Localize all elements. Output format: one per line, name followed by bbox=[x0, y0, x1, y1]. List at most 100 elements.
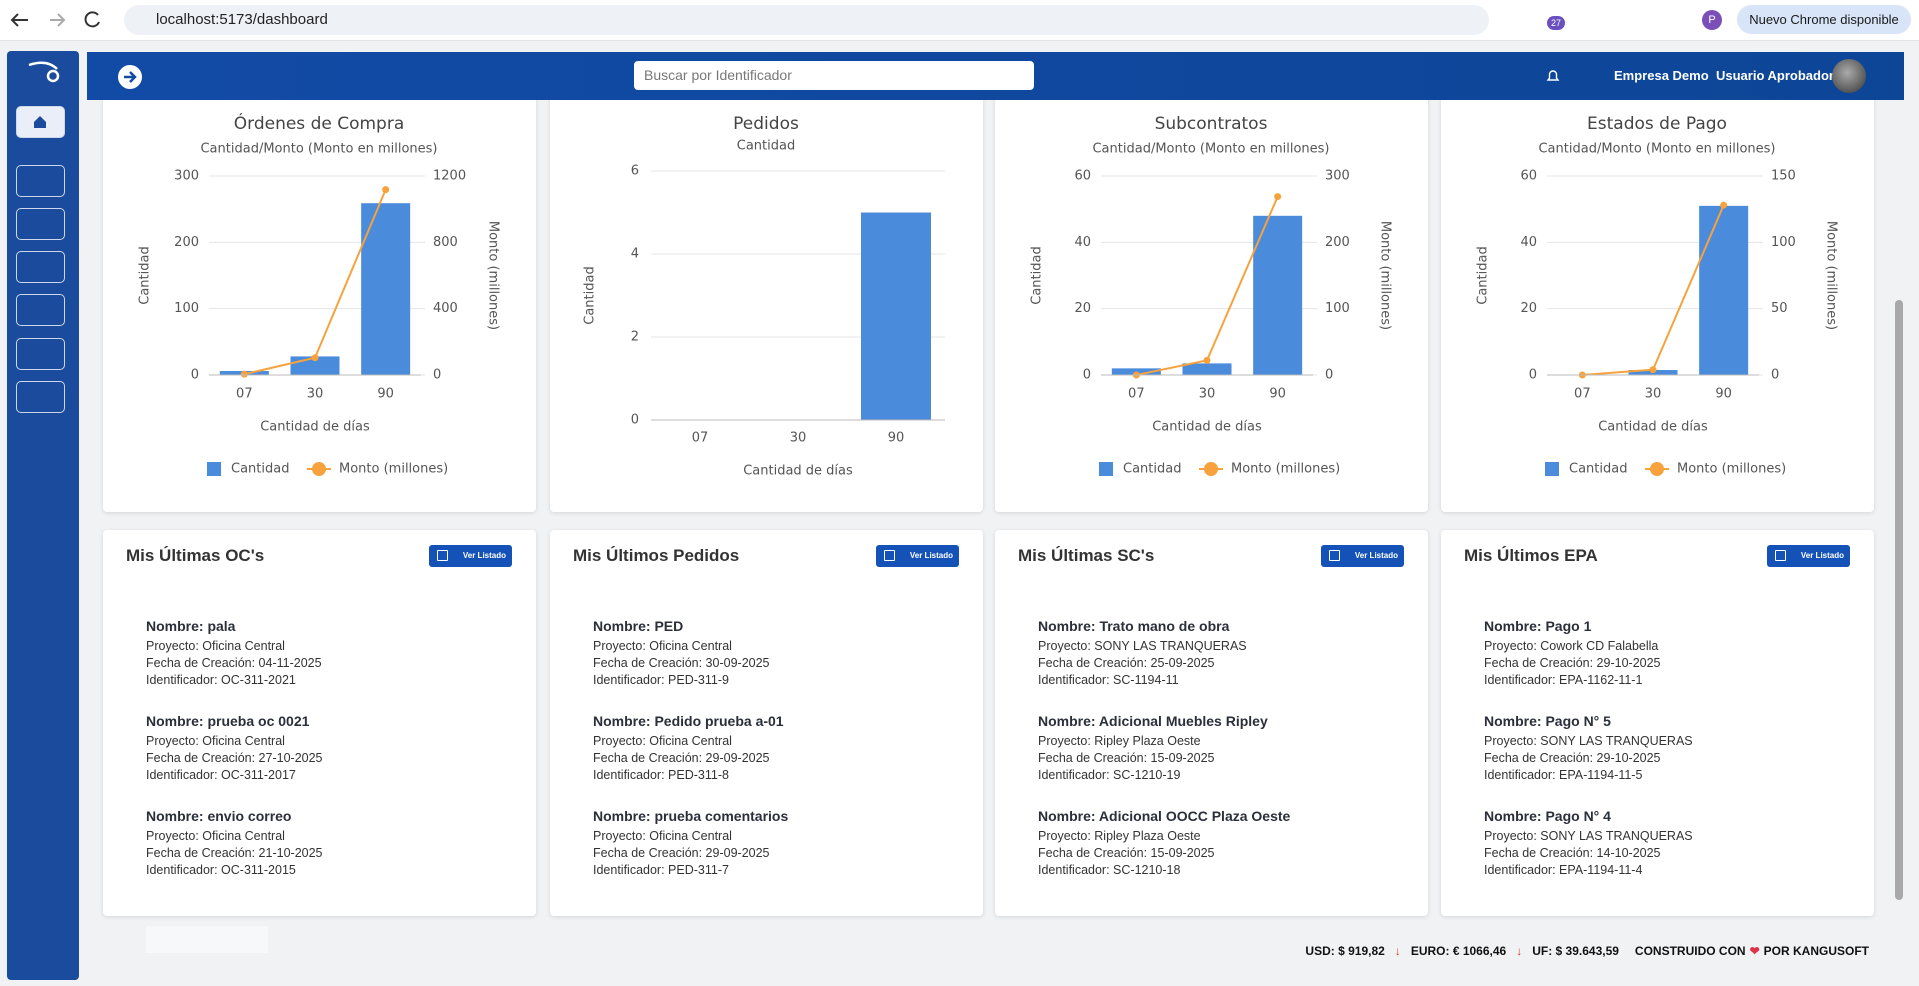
item-name: Nombre: PED bbox=[593, 618, 684, 634]
legend-item: Cantidad bbox=[207, 462, 289, 477]
y2-axis-title: Monto (millones) bbox=[1378, 221, 1393, 330]
list-item: Nombre: prueba oc 0021 Proyecto: Oficina … bbox=[146, 713, 323, 784]
x-tick-label: 30 bbox=[1645, 387, 1662, 402]
legend-label: Cantidad bbox=[1123, 462, 1181, 477]
extension-badge[interactable]: 27 bbox=[1547, 16, 1565, 30]
item-date: Fecha de Creación: 29-10-2025 bbox=[1484, 656, 1661, 670]
y2-tick-label: 0 bbox=[1325, 368, 1333, 383]
item-name: Nombre: envio correo bbox=[146, 808, 292, 824]
line-marker bbox=[1649, 366, 1657, 374]
y-tick-label: 0 bbox=[631, 413, 639, 428]
x-tick-label: 07 bbox=[692, 431, 709, 446]
back-button[interactable] bbox=[10, 13, 28, 27]
item-name: Nombre: prueba oc 0021 bbox=[146, 713, 310, 729]
item-project: Proyecto: Oficina Central bbox=[146, 829, 285, 843]
menu-button[interactable] bbox=[16, 381, 65, 413]
y-axis-title: Cantidad bbox=[583, 266, 598, 324]
y-axis-title: Cantidad bbox=[1476, 246, 1491, 304]
chart-card: Estados de Pago 0 20 40 60 0 50 100 150 07 30 90 Can… bbox=[1441, 96, 1874, 512]
item-name: Nombre: Pedido prueba a-01 bbox=[593, 713, 784, 729]
y-tick-label: 60 bbox=[1074, 169, 1091, 184]
external-icon bbox=[1775, 550, 1786, 561]
down-arrow: ↓ bbox=[1394, 944, 1401, 958]
list-item: Nombre: Pago 1 Proyecto: Cowork CD Falabe… bbox=[1484, 618, 1661, 689]
menu-button[interactable] bbox=[16, 338, 65, 370]
legend-swatch bbox=[207, 462, 221, 476]
company-name[interactable]: Empresa Demo bbox=[1614, 68, 1709, 83]
list-card: Mis Últimas OC's Ver Listado Nombre: pala P… bbox=[103, 530, 536, 916]
menu-button[interactable] bbox=[16, 208, 65, 240]
chart-card: Pedidos 0 2 4 6 07 30 90 Cantidad de días Cantida… bbox=[550, 96, 983, 512]
item-name: Nombre: Adicional Muebles Ripley bbox=[1038, 713, 1268, 729]
list-item: Nombre: Pago N° 5 Proyecto: SONY LAS TRAN… bbox=[1484, 713, 1693, 784]
x-tick-label: 90 bbox=[377, 387, 394, 402]
view-list-button[interactable]: Ver Listado bbox=[1767, 545, 1850, 567]
chart: Estados de Pago 0 20 40 60 0 50 100 150 07 30 90 Can… bbox=[1476, 114, 1839, 477]
external-icon bbox=[884, 550, 895, 561]
legend-item: Monto (millones) bbox=[1199, 462, 1340, 477]
user-name[interactable]: Usuario Aprobador bbox=[1716, 68, 1834, 83]
update-button[interactable]: Nuevo Chrome disponible bbox=[1737, 5, 1911, 34]
notifications[interactable] bbox=[1545, 68, 1561, 84]
view-list-button[interactable]: Ver Listado bbox=[1321, 545, 1404, 567]
view-list-button[interactable]: Ver Listado bbox=[429, 545, 512, 567]
chart-body: Órdenes de Compra 0 100 200 300 0 400 800 1200 07… bbox=[138, 112, 501, 477]
item-project: Proyecto: SONY LAS TRANQUERAS bbox=[1484, 829, 1693, 843]
list-card: Mis Últimas SC's Ver Listado Nombre: Trato… bbox=[995, 530, 1428, 916]
profile-button[interactable]: P bbox=[1702, 10, 1722, 30]
legend-marker bbox=[312, 462, 326, 476]
down-arrow: ↓ bbox=[1516, 944, 1523, 958]
line-marker bbox=[1203, 356, 1211, 364]
menu-button[interactable] bbox=[16, 165, 65, 197]
y2-tick-label: 200 bbox=[1325, 235, 1350, 250]
item-date: Fecha de Creación: 14-10-2025 bbox=[1484, 846, 1661, 860]
euro-rate: EURO: € 1066,46 bbox=[1410, 944, 1507, 958]
search-placeholder: Buscar por Identificador bbox=[644, 67, 792, 83]
line-marker bbox=[1274, 193, 1282, 201]
y-tick-label: 40 bbox=[1074, 235, 1091, 250]
chart-card: Órdenes de Compra 0 100 200 300 0 400 800 1200 07… bbox=[103, 96, 536, 512]
list-item: Nombre: Trato mano de obra Proyecto: SONY… bbox=[1038, 618, 1247, 689]
y-tick-label: 0 bbox=[1083, 368, 1091, 383]
x-axis-title: Cantidad de días bbox=[1152, 420, 1262, 435]
list-item: Nombre: pala Proyecto: Oficina Central Fec… bbox=[146, 618, 322, 689]
menu-button[interactable] bbox=[16, 294, 65, 326]
item-date: Fecha de Creación: 29-09-2025 bbox=[593, 751, 770, 765]
y-tick-label: 100 bbox=[174, 301, 199, 316]
toggle-button[interactable] bbox=[117, 64, 143, 90]
legend-item: Monto (millones) bbox=[307, 462, 448, 477]
forward-button[interactable] bbox=[50, 13, 66, 27]
chart-card: Subcontratos 0 20 40 60 0 100 200 300 07 30 90 Canti… bbox=[995, 96, 1428, 512]
y2-tick-label: 0 bbox=[433, 368, 441, 383]
y-tick-label: 200 bbox=[174, 235, 199, 250]
menu-button[interactable] bbox=[16, 251, 65, 283]
scrollbar[interactable] bbox=[1893, 100, 1905, 930]
y2-tick-label: 100 bbox=[1325, 301, 1350, 316]
avatar[interactable] bbox=[1832, 59, 1866, 93]
reload-button[interactable] bbox=[84, 11, 100, 28]
chart-subtitle: Cantidad bbox=[737, 139, 795, 154]
item-name: Nombre: prueba comentarios bbox=[593, 808, 789, 824]
chart-subtitle: Cantidad/Monto (Monto en millones) bbox=[200, 142, 437, 157]
item-date: Fecha de Creación: 15-09-2025 bbox=[1038, 751, 1215, 765]
home-button[interactable] bbox=[16, 106, 65, 138]
item-project: Proyecto: Oficina Central bbox=[593, 829, 732, 843]
view-list-button[interactable]: Ver Listado bbox=[876, 545, 959, 567]
bar bbox=[1182, 363, 1232, 375]
item-project: Proyecto: Oficina Central bbox=[593, 639, 732, 653]
line-marker bbox=[240, 370, 248, 378]
chart-body: Estados de Pago 0 20 40 60 0 50 100 150 07 30 90 Can… bbox=[1476, 114, 1839, 477]
browser-toolbar: localhost:5173/dashboard 27 P Nuevo Chro… bbox=[0, 0, 1919, 41]
legend-swatch bbox=[1099, 462, 1113, 476]
built-by: POR KANGUSOFT bbox=[1763, 944, 1869, 958]
item-id: Identificador: PED-311-7 bbox=[593, 863, 729, 877]
legend-item: Monto (millones) bbox=[1645, 462, 1786, 477]
address-bar[interactable]: localhost:5173/dashboard bbox=[124, 5, 1489, 35]
legend-item: Cantidad bbox=[1545, 462, 1627, 477]
search-input[interactable]: Buscar por Identificador bbox=[634, 61, 1034, 90]
footer-box bbox=[146, 926, 268, 953]
legend-label: Monto (millones) bbox=[1677, 462, 1786, 477]
app-header: Buscar por Identificador Empresa Demo Us… bbox=[87, 52, 1904, 100]
legend-label: Cantidad bbox=[1569, 462, 1627, 477]
